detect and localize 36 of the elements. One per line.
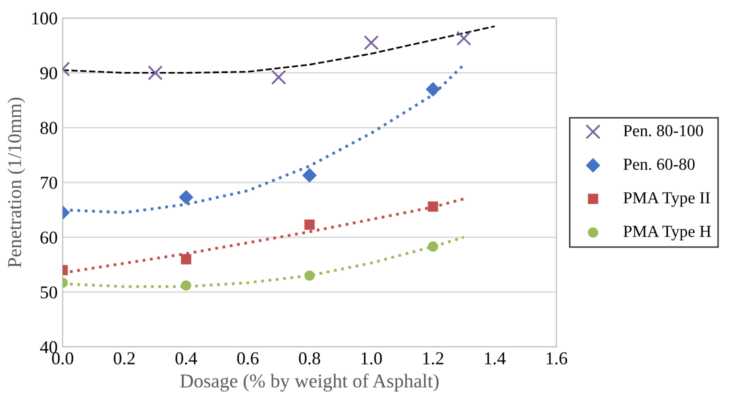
x-tick-label: 1.6: [546, 352, 568, 365]
legend-label: Pen. 60-80: [624, 158, 695, 170]
point: [302, 168, 317, 183]
point: [148, 65, 163, 80]
point: [428, 201, 438, 212]
x-tick-label: 1.0: [362, 352, 382, 365]
x-tick-label: 0.2: [114, 352, 135, 365]
point: [180, 254, 192, 264]
legend-label: PMA Type II: [624, 192, 710, 207]
point: [304, 220, 315, 230]
y-axis-title: Penetration (1/10mm): [8, 98, 26, 268]
legend-label: PMA Type H: [624, 226, 711, 240]
point: [456, 30, 472, 46]
x-tick-label: 1.2: [423, 352, 444, 365]
point: [180, 280, 192, 291]
y-tick-label: 100: [32, 12, 58, 24]
x-tick-label: 0.6: [237, 352, 259, 365]
point: [178, 190, 194, 205]
y-tick-label: 60: [40, 232, 58, 244]
y-tick-label: 50: [40, 286, 58, 299]
y-tick-label: 90: [40, 67, 58, 80]
y-tick-label: 70: [40, 176, 58, 189]
x-tick-label: 0.4: [175, 352, 198, 365]
x-tick-label: 1.4: [485, 352, 506, 365]
x-tick-label: 0.0: [52, 352, 74, 365]
point: [364, 35, 379, 50]
point: [426, 82, 440, 97]
x-tick-label: 0.8: [298, 352, 320, 365]
point: [428, 241, 438, 252]
legend-label: Pen. 80-100: [624, 125, 703, 136]
line-series: [62, 25, 496, 74]
y-tick-label: 80: [40, 122, 58, 134]
x-axis-title: Dosage (% by weight of Asphalt): [180, 374, 439, 392]
point: [304, 270, 315, 281]
y-tick-label: 40: [40, 341, 58, 354]
point: [271, 70, 286, 85]
